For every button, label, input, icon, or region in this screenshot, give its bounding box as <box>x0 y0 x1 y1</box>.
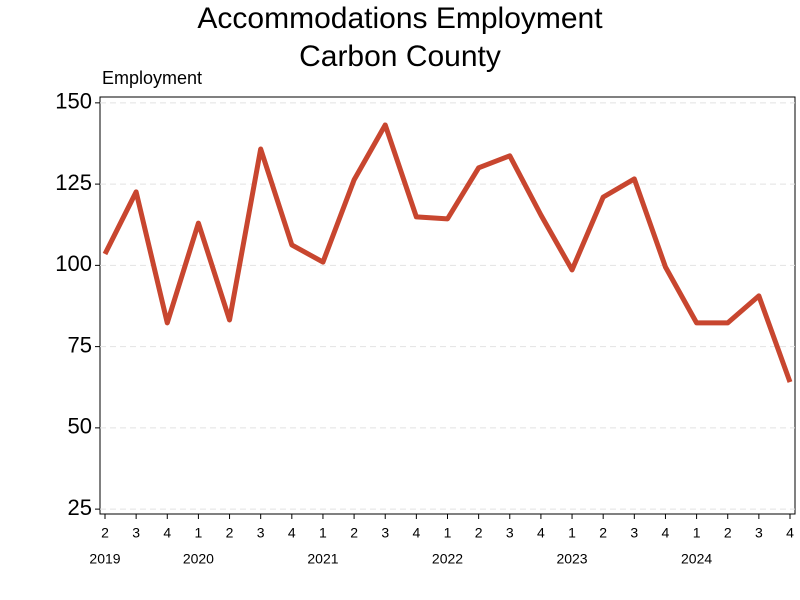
plot-frame <box>99 96 796 515</box>
chart-subtitle: Carbon County <box>299 40 501 73</box>
x-tick-label: 4 <box>163 525 171 541</box>
x-tick-label: 3 <box>755 525 763 541</box>
year-label: 2022 <box>432 551 463 567</box>
x-tick-label: 1 <box>319 525 327 541</box>
y-tick-label: 25 <box>68 495 92 520</box>
x-tick-label: 4 <box>288 525 296 541</box>
x-tick-label: 4 <box>412 525 420 541</box>
line-series <box>102 122 793 383</box>
x-tick-label: 3 <box>257 525 265 541</box>
x-tick-label: 4 <box>537 525 545 541</box>
x-tick-label: 1 <box>568 525 576 541</box>
x-tick-label: 2 <box>475 525 483 541</box>
chart-title: Accommodations Employment <box>197 2 603 35</box>
x-tick-label: 1 <box>444 525 452 541</box>
x-tick-label: 2 <box>350 525 358 541</box>
x-tick-label: 1 <box>195 525 203 541</box>
y-tick-label: 150 <box>55 89 92 114</box>
y-tick-label: 125 <box>55 170 92 195</box>
x-tick-label: 3 <box>506 525 514 541</box>
x-tick-label: 3 <box>630 525 638 541</box>
x-tick-label: 4 <box>786 525 794 541</box>
x-tick-label: 3 <box>132 525 140 541</box>
year-label: 2023 <box>556 551 587 567</box>
y-tick-label: 100 <box>55 251 92 276</box>
y-tick-label: 50 <box>68 414 92 439</box>
x-tick-label: 2 <box>101 525 109 541</box>
year-label: 2021 <box>307 551 338 567</box>
y-axis-label: Employment <box>102 68 202 88</box>
x-tick-label: 2 <box>599 525 607 541</box>
year-label: 2024 <box>681 551 712 567</box>
y-tick-label: 75 <box>68 332 92 357</box>
x-tick-label: 1 <box>693 525 701 541</box>
x-tick-label: 4 <box>662 525 670 541</box>
year-label: 2020 <box>183 551 214 567</box>
x-tick-label: 2 <box>724 525 732 541</box>
x-tick-label: 2 <box>226 525 234 541</box>
x-tick-label: 3 <box>381 525 389 541</box>
year-label: 2019 <box>89 551 120 567</box>
